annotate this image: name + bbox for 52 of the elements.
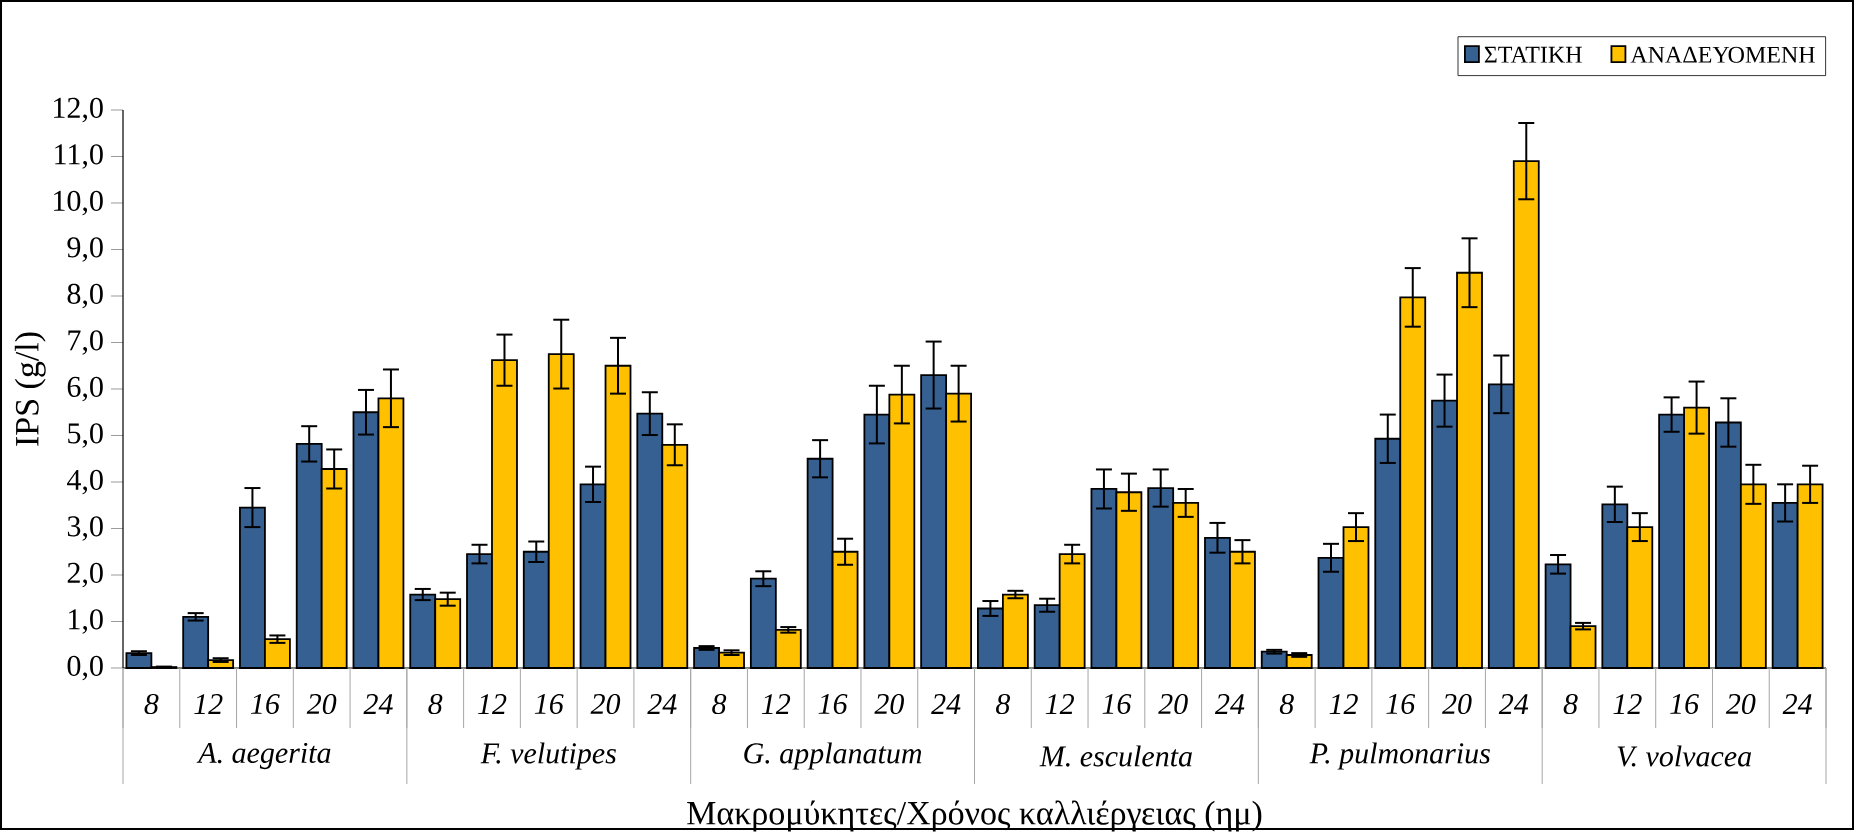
legend-label: ΑΝΑΔΕΥΟΜΕΝΗ <box>1630 46 1815 63</box>
text: P. pulmonarius <box>1309 742 1490 770</box>
x-tick-label: 12 <box>1045 693 1074 714</box>
text: V. volvacea <box>1617 745 1752 767</box>
x-tick-label: 20 <box>1725 693 1756 714</box>
x-tick-label: 20 <box>1442 693 1472 714</box>
x-tick-label: 24 <box>931 693 961 714</box>
y-tick-label: 2,0 <box>67 562 103 588</box>
x-tick-label: 24 <box>1214 693 1245 714</box>
y-tick-label: 11,0 <box>55 144 103 169</box>
x-tick-label: 8 <box>996 693 1011 714</box>
y-tick-label: 8,0 <box>67 283 103 309</box>
legend-label: ΣΤΑΤΙΚΗ <box>1484 46 1582 63</box>
x-tick-label: 8 <box>1563 693 1578 714</box>
x-tick-label: 16 <box>818 693 848 714</box>
x-tick-label: 20 <box>590 693 621 714</box>
x-tick-label: 12 <box>761 693 791 714</box>
x-tick-label: 20 <box>874 693 904 714</box>
y-tick-label: 10,0 <box>54 190 103 216</box>
y-axis-title: IPS (g/l) <box>14 332 46 446</box>
x-tick-label: 8 <box>144 693 159 714</box>
x-tick-label: 20 <box>306 693 337 714</box>
x-tick-label: 8 <box>428 693 443 714</box>
y-tick-label: 4,0 <box>67 469 103 495</box>
x-tick-label: 16 <box>250 693 280 714</box>
text: G. applanatum <box>744 742 922 770</box>
x-tick-label: 12 <box>194 693 223 714</box>
x-tick-label: 16 <box>534 693 564 714</box>
y-tick-label: 1,0 <box>69 609 103 634</box>
x-tick-label: 24 <box>1782 693 1812 714</box>
y-tick-label: 7,0 <box>68 330 103 355</box>
x-tick-label: 16 <box>1386 693 1416 714</box>
y-tick-label: 12,0 <box>54 97 103 123</box>
y-tick-label: 6,0 <box>67 376 103 402</box>
y-tick-label: 5,0 <box>68 423 103 448</box>
text: F. velutipes <box>480 742 616 770</box>
x-tick-label: 12 <box>478 693 507 714</box>
x-tick-label: 12 <box>1329 693 1358 714</box>
x-tick-label: 12 <box>1613 693 1642 714</box>
x-tick-label: 20 <box>1158 693 1188 714</box>
text: A. aegerita <box>196 742 331 769</box>
y-tick-label: 3,0 <box>67 516 103 541</box>
x-tick-label: 16 <box>1670 693 1699 714</box>
x-tick-label: 8 <box>1279 693 1294 714</box>
x-tick-label: 16 <box>1102 693 1132 714</box>
y-tick-label: 9,0 <box>67 237 103 262</box>
x-tick-label: 24 <box>363 693 393 714</box>
x-tick-label: 24 <box>1498 693 1529 714</box>
x-tick-label: 8 <box>712 693 727 714</box>
text: M. esculenta <box>1039 745 1192 767</box>
y-tick-label: 0,0 <box>67 655 103 681</box>
x-tick-label: 24 <box>647 693 677 714</box>
